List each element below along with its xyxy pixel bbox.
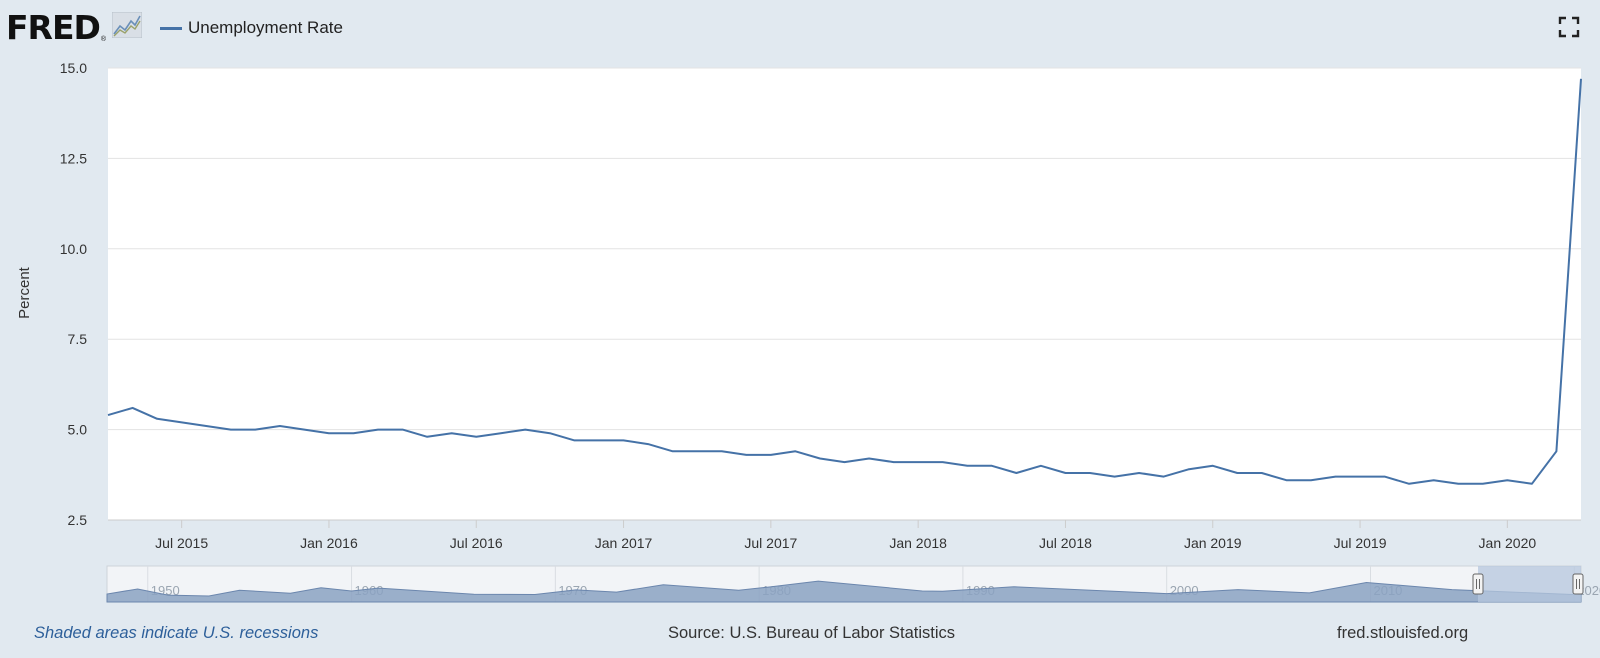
x-tick-label: Jul 2015 bbox=[155, 535, 208, 551]
x-tick-label: Jan 2018 bbox=[889, 535, 947, 551]
fred-logo-text: FRED bbox=[6, 8, 101, 47]
x-tick-label: Jul 2019 bbox=[1334, 535, 1387, 551]
navigator-window[interactable] bbox=[1478, 566, 1581, 602]
y-axis-title: Percent bbox=[16, 266, 33, 319]
navigator-handle-left[interactable] bbox=[1472, 573, 1484, 595]
navigator-area bbox=[106, 576, 1582, 603]
x-tick-label: Jan 2016 bbox=[300, 535, 358, 551]
fred-logo[interactable]: FRED ® bbox=[6, 8, 143, 48]
gridlines bbox=[108, 67, 1581, 431]
x-axis-ticks: Jul 2015 Jan 2016 Jul 2016 Jan 2017 Jul 2017… bbox=[108, 519, 1581, 551]
plot-area bbox=[108, 68, 1581, 520]
y-tick-label: 2.5 bbox=[68, 512, 88, 528]
legend-swatch bbox=[160, 26, 182, 30]
y-axis-ticks: 15.0 12.5 10.0 7.5 5.0 2.5 bbox=[60, 60, 87, 528]
y-tick-label: 15.0 bbox=[60, 60, 87, 76]
y-tick-label: 10.0 bbox=[60, 241, 87, 257]
recessions-note-link[interactable]: Shaded areas indicate U.S. recessions bbox=[34, 624, 319, 642]
navigator[interactable]: 19501960197019801990200020102020 bbox=[106, 565, 1600, 603]
legend-item-unemployment-rate[interactable]: Unemployment Rate bbox=[160, 14, 343, 42]
legend-label: Unemployment Rate bbox=[188, 18, 343, 37]
fred-site-link[interactable]: fred.stlouisfed.org bbox=[1337, 624, 1469, 642]
x-tick-label: Jul 2016 bbox=[450, 535, 503, 551]
x-tick-label: Jul 2018 bbox=[1039, 535, 1092, 551]
expand-icon bbox=[1558, 16, 1580, 38]
x-tick-label: Jan 2019 bbox=[1184, 535, 1242, 551]
registered-mark: ® bbox=[100, 36, 107, 43]
fred-graph-icon bbox=[112, 12, 143, 38]
fullscreen-button[interactable] bbox=[1558, 16, 1580, 38]
series-line bbox=[107, 78, 1582, 485]
y-tick-label: 7.5 bbox=[68, 331, 88, 347]
source-note: Source: U.S. Bureau of Labor Statistics bbox=[668, 624, 956, 642]
y-tick-label: 5.0 bbox=[68, 422, 88, 438]
y-tick-label: 12.5 bbox=[60, 150, 87, 166]
x-tick-label: Jan 2020 bbox=[1479, 535, 1537, 551]
x-tick-label: Jan 2017 bbox=[595, 535, 653, 551]
navigator-handle-right[interactable] bbox=[1572, 573, 1584, 595]
series-unemployment-rate bbox=[107, 78, 1582, 485]
x-tick-label: Jul 2017 bbox=[744, 535, 797, 551]
